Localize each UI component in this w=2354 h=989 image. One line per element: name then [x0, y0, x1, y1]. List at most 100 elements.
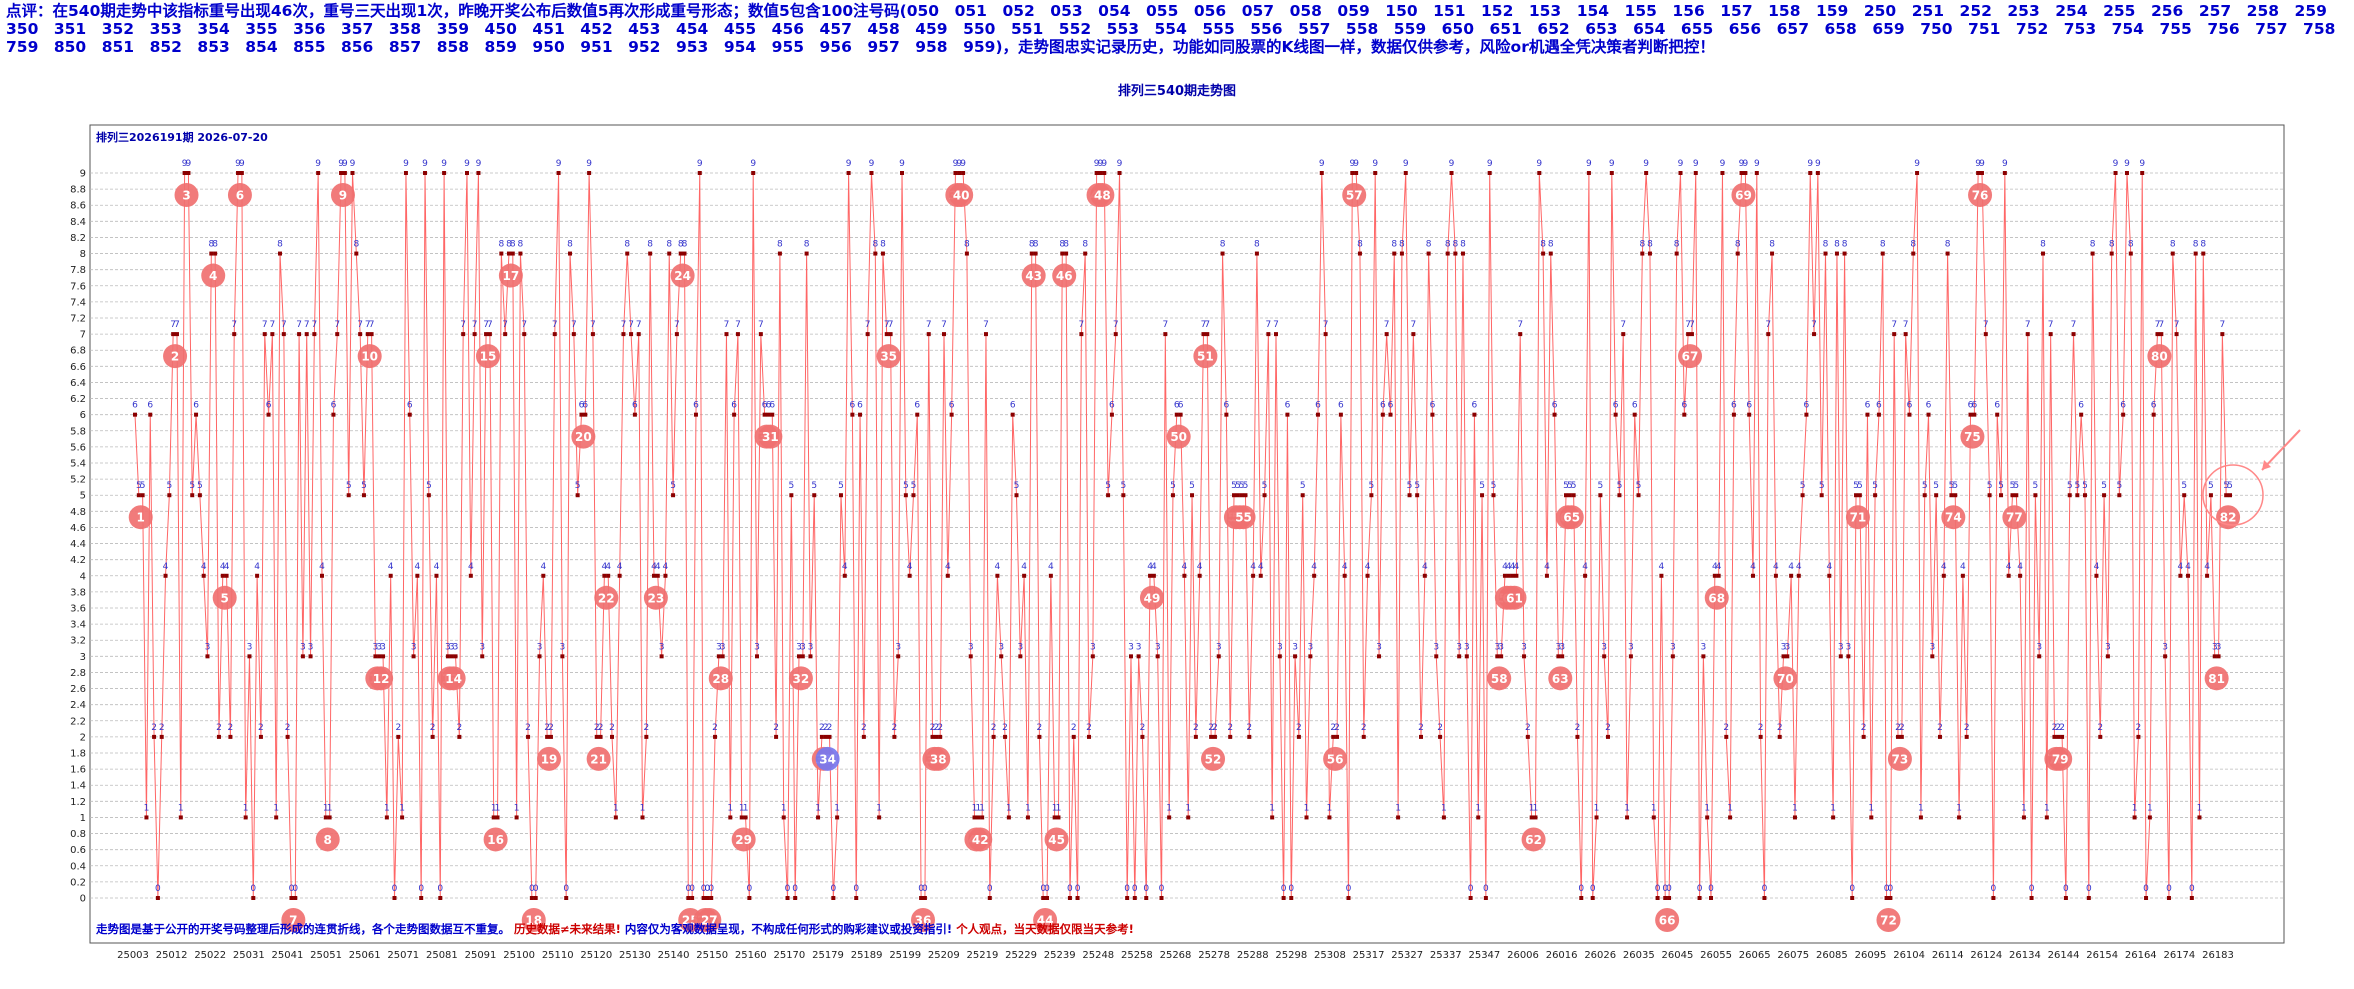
- y-tick-label: 1: [80, 813, 86, 824]
- data-label: 4: [1422, 562, 1428, 572]
- data-label: 0: [250, 884, 256, 894]
- data-point: [1422, 573, 1427, 578]
- data-label: 0: [792, 884, 798, 894]
- data-label: 0: [1655, 884, 1661, 894]
- data-label: 4: [655, 562, 661, 572]
- data-point: [2109, 251, 2114, 256]
- data-label: 9: [1117, 159, 1123, 169]
- data-label: 5: [189, 481, 195, 491]
- repeat-marker-circle: [1773, 666, 1798, 691]
- data-point: [1468, 896, 1473, 900]
- data-point: [1999, 493, 2004, 498]
- data-label: 9: [1403, 159, 1409, 169]
- data-point: [1621, 332, 1626, 337]
- repeat-marker-circle: [1704, 585, 1729, 610]
- repeat-marker: 75: [1960, 424, 1985, 449]
- data-point: [1808, 171, 1813, 175]
- data-label: 3: [247, 642, 253, 652]
- data-point: [484, 332, 489, 337]
- data-point: [1976, 171, 1981, 175]
- data-point: [613, 815, 618, 820]
- data-label: 8: [498, 240, 504, 250]
- data-label: 7: [724, 320, 730, 330]
- data-point: [1739, 171, 1744, 175]
- repeat-marker-circle: [1323, 746, 1348, 771]
- repeat-marker-label: 34: [819, 752, 836, 766]
- current-point-callout: [2202, 429, 2301, 526]
- repeat-marker-label: 1: [137, 511, 145, 525]
- data-point: [548, 734, 553, 739]
- data-point: [243, 815, 248, 820]
- data-label: 9: [1815, 159, 1821, 169]
- data-point: [1804, 412, 1809, 417]
- x-tick-label: 26174: [2163, 950, 2195, 961]
- repeat-marker: 31: [758, 424, 783, 449]
- data-label: 8: [1391, 240, 1397, 250]
- repeat-marker-label: 46: [1056, 269, 1073, 283]
- data-label: 1: [327, 803, 333, 813]
- data-label: 6: [1804, 401, 1810, 411]
- repeat-marker-circle: [1033, 908, 1058, 932]
- repeat-marker: 4: [201, 263, 226, 288]
- data-point: [144, 815, 149, 820]
- data-label: 7: [502, 320, 508, 330]
- repeat-marker-circle: [315, 827, 340, 852]
- data-point: [911, 493, 916, 498]
- data-label: 2: [548, 723, 554, 733]
- data-label: 1: [727, 803, 733, 813]
- repeat-marker-circle: [521, 908, 546, 932]
- data-point: [545, 734, 550, 739]
- data-label: 9: [1372, 159, 1378, 169]
- x-tick-label: 26035: [1623, 950, 1655, 961]
- data-label: 0: [1124, 884, 1130, 894]
- data-point: [1087, 734, 1092, 739]
- x-tick-label: 25239: [1044, 950, 1076, 961]
- data-point: [1777, 734, 1782, 739]
- data-label: 4: [842, 562, 848, 572]
- data-point: [491, 815, 496, 820]
- repeat-marker: 55: [1231, 505, 1256, 530]
- data-label: 2: [430, 723, 436, 733]
- data-label: 6: [1010, 401, 1016, 411]
- data-label: 0: [853, 884, 859, 894]
- data-point: [388, 573, 393, 578]
- data-point: [941, 332, 946, 337]
- repeat-marker-label: 23: [648, 591, 665, 605]
- data-label: 7: [1411, 320, 1417, 330]
- data-point: [1350, 171, 1355, 175]
- data-label: 4: [651, 562, 657, 572]
- data-label: 0: [1281, 884, 1287, 894]
- data-label: 4: [1544, 562, 1550, 572]
- data-label: 2: [2055, 723, 2061, 733]
- data-point: [720, 654, 725, 659]
- data-point: [1514, 573, 1519, 578]
- data-point: [838, 493, 843, 498]
- x-tick-label: 25327: [1391, 950, 1423, 961]
- data-label: 2: [1899, 723, 1905, 733]
- data-point: [1613, 412, 1618, 417]
- data-label: 7: [483, 320, 489, 330]
- data-label: 5: [788, 481, 794, 491]
- repeat-marker-circle: [1231, 505, 1256, 530]
- data-point: [774, 734, 779, 739]
- y-tick-label: 3.2: [70, 636, 86, 647]
- data-point: [922, 896, 927, 900]
- repeat-marker: 15: [475, 344, 500, 369]
- data-point: [1212, 734, 1217, 739]
- data-label: 9: [1101, 159, 1107, 169]
- data-label: 3: [1136, 642, 1142, 652]
- data-point: [1201, 332, 1206, 337]
- data-label: 0: [2166, 884, 2172, 894]
- data-point: [1373, 171, 1378, 175]
- data-label: 5: [1857, 481, 1863, 491]
- data-label: 8: [1769, 240, 1775, 250]
- y-tick-label: 4.8: [70, 507, 86, 518]
- data-point: [793, 896, 798, 900]
- data-label: 2: [819, 723, 825, 733]
- data-label: 9: [1586, 159, 1592, 169]
- data-label: 4: [1365, 562, 1371, 572]
- highlight-circle: [2202, 464, 2264, 526]
- data-label: 7: [941, 320, 947, 330]
- data-label: 3: [1433, 642, 1439, 652]
- footer-note-1: 走势图是基于公开的开奖号码整理后形成的连贯折线，各个走势图数据互不重复。: [95, 922, 510, 936]
